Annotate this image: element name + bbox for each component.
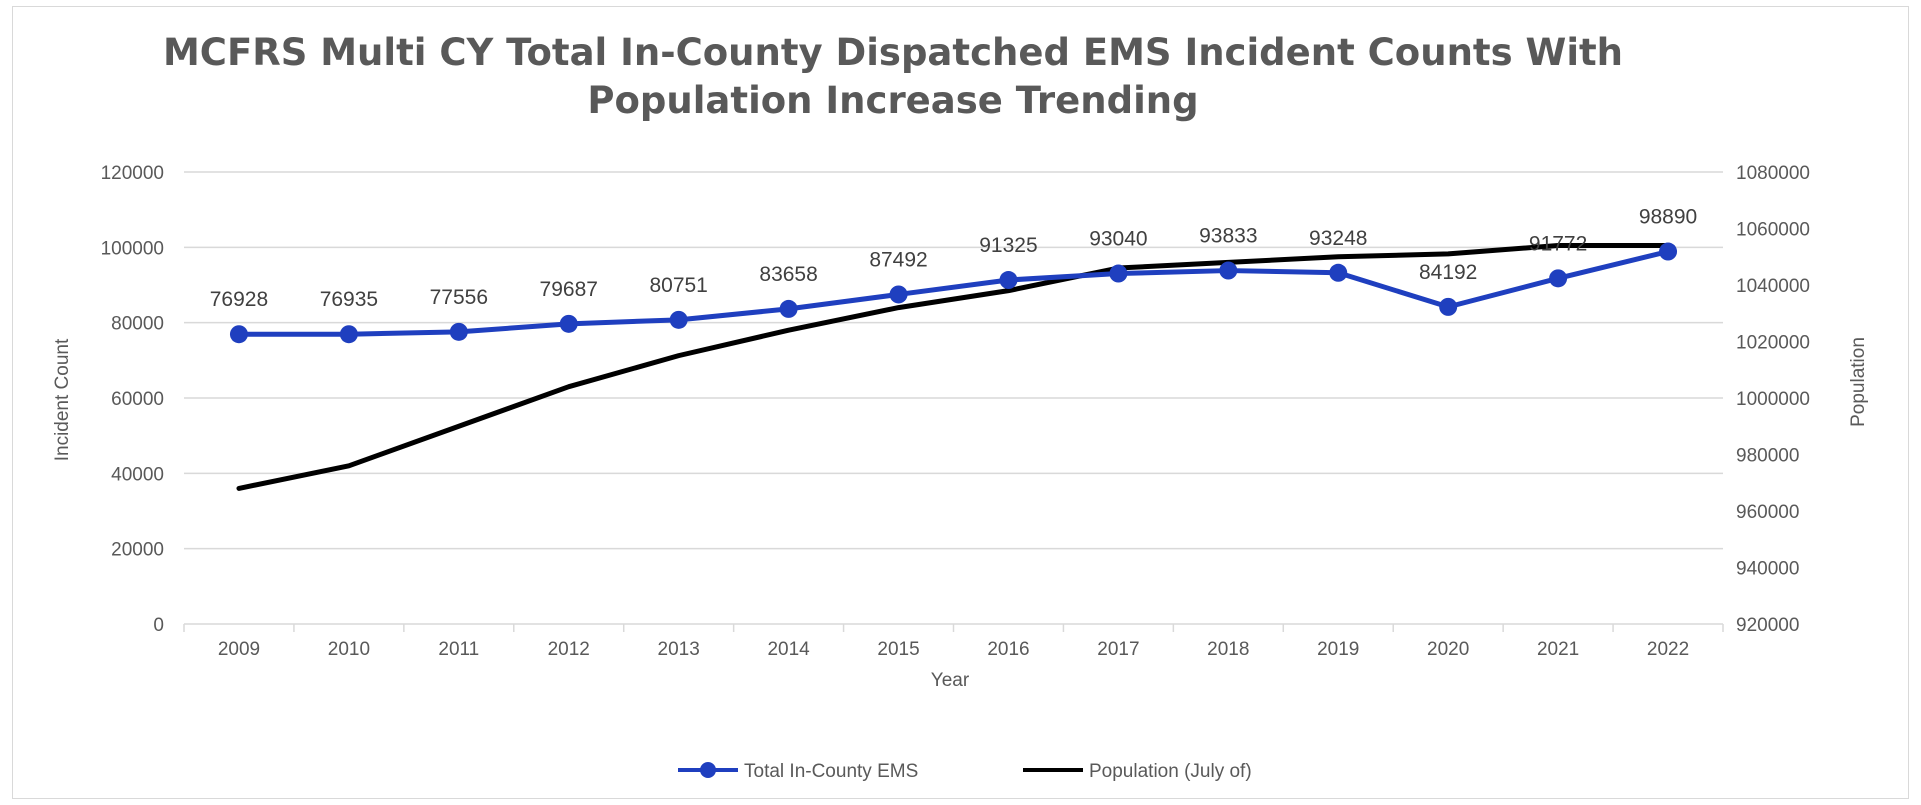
y-tick-label-left: 120000	[101, 163, 164, 184]
y-tick-label-right: 940000	[1736, 559, 1799, 580]
ems-data-label: 98890	[1639, 206, 1697, 229]
legend-label-ems: Total In-County EMS	[744, 761, 918, 782]
y-tick-label-right: 960000	[1736, 502, 1799, 523]
ems-data-point	[449, 322, 468, 341]
x-tick-label: 2016	[987, 639, 1029, 660]
y-tick-label-right: 1000000	[1736, 389, 1810, 410]
ems-data-point	[1659, 242, 1678, 261]
ems-data-point	[1329, 263, 1348, 282]
x-tick-label: 2014	[767, 639, 810, 660]
y-tick-label-right: 1060000	[1736, 220, 1810, 241]
gridlines	[184, 171, 1723, 550]
series-layer	[229, 242, 1678, 491]
ems-data-point	[889, 285, 908, 304]
y-tick-label-left: 20000	[111, 540, 164, 561]
ems-data-point	[779, 299, 798, 318]
ems-data-label: 91772	[1529, 232, 1587, 255]
y-axis-right-title: Population	[1848, 337, 1869, 427]
ems-data-point	[669, 310, 688, 329]
ems-series-line	[236, 249, 1671, 337]
x-tick-label: 2021	[1537, 639, 1579, 660]
ems-data-label: 84192	[1419, 261, 1477, 284]
x-tick-label: 2018	[1207, 639, 1249, 660]
y-axis-right-ticks: 920000 940000 960000 980000 1000000 1020000 10…	[1736, 163, 1810, 636]
ems-data-point	[1549, 269, 1568, 288]
y-axis-left-ticks: 0 20000 40000 60000 80000 100000 120000	[101, 163, 164, 636]
x-tick-label: 2011	[438, 639, 479, 660]
legend-marker-ems	[700, 762, 716, 778]
x-tick-label: 2020	[1427, 639, 1469, 660]
y-tick-label-left: 60000	[111, 389, 164, 410]
y-tick-label-right: 1020000	[1736, 333, 1810, 354]
legend-item-ems[interactable]: Total In-County EMS	[678, 761, 918, 782]
chart-title-line-2: Population Increase Trending	[587, 79, 1198, 122]
chart-title: MCFRS Multi CY Total In-County Dispatche…	[163, 31, 1623, 122]
x-axis-title: Year	[931, 670, 970, 691]
x-tick-label: 2012	[548, 639, 590, 660]
legend: Total In-County EMS Population (July of)	[678, 761, 1252, 782]
x-tick-label: 2010	[328, 639, 370, 660]
ems-data-label: 93040	[1089, 228, 1147, 251]
legend-label-population: Population (July of)	[1089, 761, 1252, 782]
ems-data-label: 87492	[869, 248, 927, 271]
ems-data-label: 93248	[1309, 227, 1367, 250]
data-labels: 76928 76935 77556 79687 80751 83658 87492 91325…	[210, 206, 1697, 312]
ems-data-point	[339, 325, 358, 344]
y-tick-label-left: 100000	[101, 238, 164, 259]
y-tick-label-right: 920000	[1736, 615, 1799, 636]
ems-data-label: 93833	[1199, 225, 1257, 248]
ems-data-label: 80751	[649, 274, 707, 297]
legend-item-population[interactable]: Population (July of)	[1023, 761, 1252, 782]
ems-data-point	[559, 314, 578, 333]
ems-data-label: 77556	[430, 286, 488, 309]
ems-data-point	[229, 325, 248, 344]
ems-data-label: 76928	[210, 288, 268, 311]
chart-svg: MCFRS Multi CY Total In-County Dispatche…	[52, 31, 1869, 782]
ems-data-label: 83658	[759, 263, 817, 286]
ems-data-point	[999, 271, 1018, 290]
chart-title-line-1: MCFRS Multi CY Total In-County Dispatche…	[163, 31, 1623, 74]
y-tick-label-right: 1040000	[1736, 276, 1810, 297]
ems-data-label: 79687	[540, 278, 598, 301]
y-tick-label-left: 40000	[111, 464, 164, 485]
y-tick-label-right: 1080000	[1736, 163, 1810, 184]
ems-data-point	[1109, 264, 1128, 283]
y-axis-left-title: Incident Count	[52, 338, 73, 461]
x-tick-label: 2009	[218, 639, 260, 660]
chart-frame: MCFRS Multi CY Total In-County Dispatche…	[12, 6, 1909, 799]
x-tick-label: 2015	[877, 639, 919, 660]
x-tick-label: 2013	[658, 639, 700, 660]
y-tick-label-left: 80000	[111, 314, 164, 335]
x-tick-label: 2022	[1647, 639, 1689, 660]
ems-data-point	[1219, 261, 1238, 280]
x-tick-label: 2017	[1097, 639, 1139, 660]
y-tick-label-left: 0	[153, 615, 164, 636]
ems-data-label: 76935	[320, 288, 378, 311]
population-series-line	[236, 242, 1671, 491]
x-axis-ticks: 2009 2010 2011 2012 2013 2014 2015 2016 2017 2018…	[183, 624, 1724, 660]
x-tick-label: 2019	[1317, 639, 1359, 660]
ems-data-point	[1439, 297, 1458, 316]
ems-data-label: 91325	[979, 234, 1037, 257]
y-tick-label-right: 980000	[1736, 446, 1799, 467]
